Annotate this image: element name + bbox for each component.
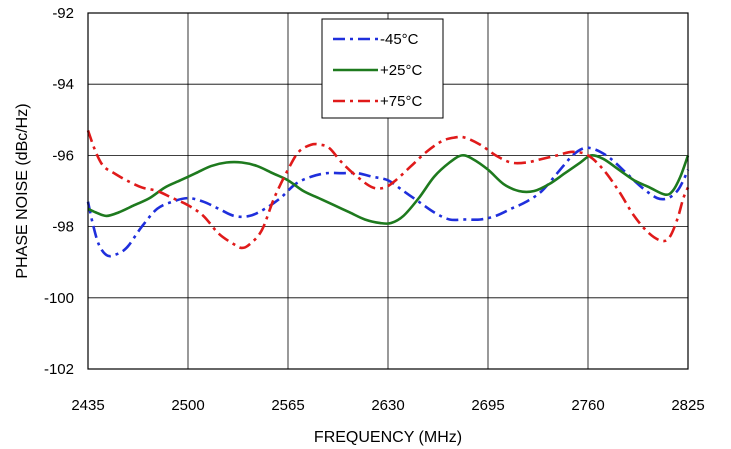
y-tick-labels: -92 -94 -96 -98 -100 -102	[44, 5, 74, 378]
x-tick-labels: 2435 2500 2565 2630 2695 2760 2825	[71, 397, 704, 414]
series-line-1	[86, 146, 690, 258]
legend-label-1: -45°C	[380, 31, 419, 48]
x-tick-label: 2825	[671, 397, 704, 414]
legend-label-2: +25°C	[380, 62, 422, 79]
x-tick-label: 2760	[571, 397, 604, 414]
y-tick-label: -92	[52, 5, 74, 22]
x-tick-label: 2500	[171, 397, 204, 414]
x-tick-label: 2435	[71, 397, 104, 414]
legend: -45°C +25°C +75°C	[321, 18, 444, 119]
x-axis-title: FREQUENCY (MHz)	[314, 429, 462, 446]
legend-label-3: +75°C	[380, 93, 422, 110]
x-tick-label: 2630	[371, 397, 404, 414]
plot-border	[87, 12, 689, 370]
series-line-2	[87, 153, 690, 226]
y-tick-label: -102	[44, 361, 74, 378]
y-tick-label: -96	[52, 147, 74, 164]
x-tick-label: 2695	[471, 397, 504, 414]
y-tick-label: -94	[52, 76, 74, 93]
y-axis-title: PHASE NOISE (dBc/Hz)	[14, 103, 31, 278]
y-tick-label: -98	[52, 219, 74, 236]
series-line-3	[86, 130, 690, 250]
x-tick-label: 2565	[271, 397, 304, 414]
series-lines	[86, 130, 690, 258]
legend-items: -45°C +25°C +75°C	[333, 31, 422, 110]
y-tick-label: -100	[44, 290, 74, 307]
